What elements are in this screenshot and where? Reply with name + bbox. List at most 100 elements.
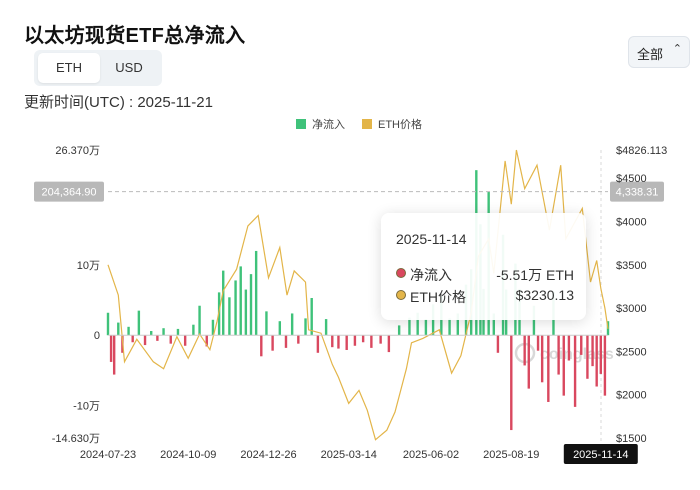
flow-bar[interactable] [239,266,242,336]
tooltip-key-flow: 净流入 [410,267,452,283]
tab-eth[interactable]: ETH [38,53,100,83]
tooltip-value-price: $3230.13 [515,287,574,303]
flow-bar[interactable] [316,335,320,353]
flow-bar[interactable] [337,335,340,349]
flow-bar[interactable] [290,313,294,336]
tooltip-key-price: ETH价格 [410,289,466,305]
flow-bar[interactable] [106,312,110,336]
tab-usd[interactable]: USD [115,60,143,75]
flow-bar[interactable] [492,313,496,336]
flow-bar[interactable] [109,335,113,362]
y-left-tick-label: -14.630万 [52,433,100,445]
flow-bar[interactable] [379,335,382,344]
y-right-tick-label: $4826.113 [616,145,667,157]
flow-bar[interactable] [260,335,263,357]
crosshair-left-label-box [34,181,104,202]
flow-bar[interactable] [156,335,159,341]
flow-bar[interactable] [117,322,120,336]
tooltip-dot-flow [396,268,406,278]
range-dropdown[interactable]: 全部 ⌃ [628,36,690,68]
x-tick-label: 2025-03-14 [321,449,377,461]
flow-bar[interactable] [249,274,253,336]
flow-bar[interactable] [397,325,401,336]
flow-bar[interactable] [599,335,602,374]
flow-bar[interactable] [557,335,560,375]
flow-bar[interactable] [222,270,225,336]
flow-bar[interactable] [361,335,365,343]
flow-bar[interactable] [532,305,536,336]
y-right-tick-label: $3500 [616,260,647,272]
flow-bar[interactable] [169,335,172,344]
flow-bar[interactable] [603,335,607,396]
flow-bar[interactable] [580,335,583,355]
flow-bar[interactable] [183,335,187,346]
flow-bar[interactable] [387,335,391,353]
flow-bar[interactable] [591,335,594,367]
flow-bar[interactable] [424,319,428,336]
flow-bar[interactable] [137,310,141,336]
flow-bar[interactable] [523,335,526,366]
flow-bar[interactable] [353,335,357,346]
flow-bar[interactable] [456,313,459,336]
flow-bar[interactable] [345,335,348,350]
flow-bar[interactable] [567,335,571,361]
page-title: 以太坊现货ETF总净流入 [24,25,246,47]
flow-bar[interactable] [331,335,334,348]
flow-bar[interactable] [228,297,231,336]
flow-bar[interactable] [536,335,540,351]
flow-bar[interactable] [205,335,208,347]
flow-bar[interactable] [562,335,565,396]
flow-bar[interactable] [496,335,500,353]
flow-bar[interactable] [310,298,313,336]
flow-bar[interactable] [510,335,513,431]
y-right-tick-label: $4000 [616,217,647,229]
flow-bar[interactable] [595,335,598,387]
x-tick-label: 2024-10-09 [160,449,216,461]
flow-bar[interactable] [112,335,116,375]
tooltip-date: 2025-11-14 [396,231,467,247]
flow-bar[interactable] [143,335,147,346]
flow-bar[interactable] [304,318,307,336]
flow-bar[interactable] [150,331,153,336]
flow-bar[interactable] [127,326,130,336]
flow-bar[interactable] [573,335,577,407]
chart-tooltip: 2025-11-14 净流入 -5.51万 ETH ETH价格 $3230.13 [381,213,586,320]
flow-bar[interactable] [408,317,411,336]
flow-bar[interactable] [527,335,530,389]
flow-bar[interactable] [162,328,165,336]
x-tick-label-highlight: 2025-11-14 [573,449,628,461]
flow-bar[interactable] [234,280,237,336]
chevron-updown-icon: ⌃ [672,43,682,55]
y-right-tick-label: $1500 [616,433,647,445]
tooltip-row-flow: 净流入 -5.51万 ETH [396,265,574,283]
flow-bar[interactable] [547,335,550,402]
y-right-tick-label: $4500 [616,173,647,185]
flow-bar[interactable] [211,319,215,336]
flow-bar[interactable] [176,328,180,336]
crosshair-right-label: 4,338.31 [616,187,659,199]
flow-bar[interactable] [271,335,274,351]
flow-bar[interactable] [192,324,195,336]
flow-bar[interactable] [278,321,282,336]
flow-bar[interactable] [448,318,451,336]
x-tick-label: 2025-06-02 [403,449,459,461]
flow-bar[interactable] [284,335,288,348]
y-right-tick-label: $2000 [616,390,647,402]
flow-bar[interactable] [297,335,300,344]
flow-bar[interactable] [540,335,544,383]
flow-bar[interactable] [198,305,201,336]
flow-bar[interactable] [416,312,419,336]
flow-bar[interactable] [265,311,268,336]
flow-bar[interactable] [254,250,258,336]
crosshair-left-label: 204,364.90 [41,187,96,199]
range-label: 全部 [637,47,664,62]
flow-bar[interactable] [131,335,134,343]
flow-bar[interactable] [324,319,328,336]
y-right-tick-label: $3000 [616,303,647,315]
flow-bar[interactable] [370,335,373,348]
y-left-tick-label: 26.370万 [55,145,100,157]
legend-label-flow: 净流入 [312,117,345,131]
flow-bar[interactable] [244,289,248,336]
flow-bar[interactable] [586,335,589,379]
